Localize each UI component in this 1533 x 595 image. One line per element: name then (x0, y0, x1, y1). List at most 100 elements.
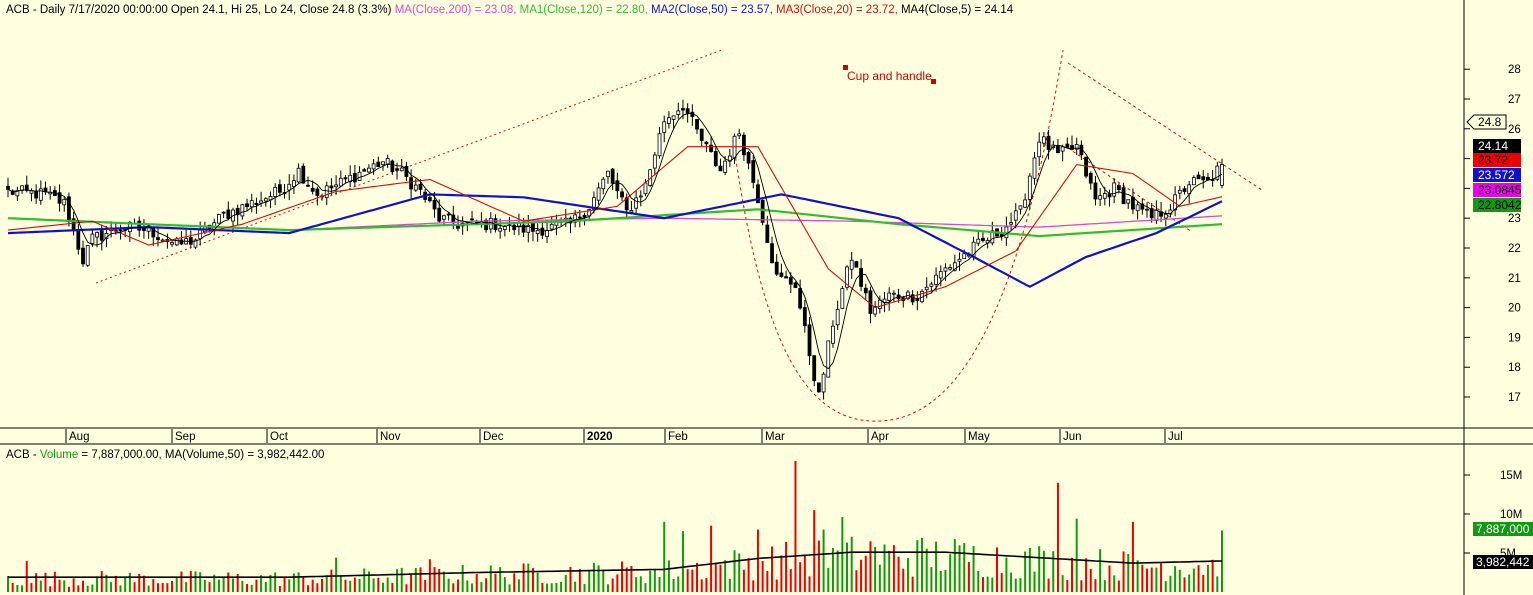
volume-bar (799, 562, 802, 592)
candle (324, 181, 329, 206)
candle-body (381, 161, 385, 165)
volume-bar (414, 567, 417, 592)
candle-body (704, 141, 709, 145)
candle-body (57, 192, 62, 204)
volume-bar (185, 582, 188, 592)
candle (498, 218, 503, 239)
price-tick-label: 20 (1508, 303, 1521, 315)
volume-bar (1108, 565, 1111, 592)
volume-bar (1164, 581, 1167, 592)
candle-body (1070, 145, 1074, 150)
candle (1112, 178, 1117, 204)
volume-bar (96, 577, 99, 592)
candle (85, 245, 90, 267)
month-label: Feb (668, 431, 688, 443)
volume-bar (686, 569, 689, 592)
volume-bar (363, 568, 366, 592)
volume-bar (747, 558, 750, 592)
volume-bar (836, 550, 839, 592)
candle (793, 281, 798, 289)
candle-body (863, 287, 868, 294)
ma5-line (7, 112, 1223, 370)
volume-bar (306, 585, 309, 592)
volume-tag-label: 3,982,442 (1476, 555, 1530, 569)
candle-body (1116, 185, 1121, 190)
candle-body (910, 294, 915, 303)
candle-body (249, 200, 254, 208)
candle (235, 204, 240, 225)
volume-bar (756, 529, 759, 592)
volume-bar (977, 570, 980, 592)
price-tag-label: 23.0845 (1478, 183, 1522, 197)
volume-bar (1160, 563, 1163, 592)
candle-body (235, 207, 240, 216)
candle (821, 371, 826, 400)
volume-bar (1052, 551, 1055, 592)
candle (170, 239, 174, 247)
annotation-marker-end (931, 79, 936, 84)
candle-body (1046, 135, 1051, 150)
candle-body (540, 227, 545, 236)
candle-body (385, 158, 390, 165)
volume-bar (700, 579, 703, 592)
volume-bar (564, 574, 567, 592)
volume-bar (639, 576, 642, 592)
candle-body (1140, 203, 1145, 210)
volume-bar (986, 576, 989, 592)
volume-bar (869, 541, 872, 592)
volume-bar (663, 521, 666, 592)
candle-body (826, 340, 831, 378)
volume-bar (710, 525, 713, 592)
volume-bar (546, 583, 549, 592)
candle-body (1154, 209, 1159, 221)
volume-bar (260, 575, 263, 592)
volume-bar (677, 576, 680, 592)
price-tick-label: 28 (1508, 64, 1521, 76)
candle-body (601, 178, 606, 190)
volume-bar (921, 537, 924, 592)
candle-body (671, 115, 676, 120)
candle (770, 236, 774, 264)
candle-body (306, 184, 310, 187)
candle (807, 317, 812, 366)
volume-bar (1174, 566, 1177, 592)
volume-bar (471, 583, 474, 592)
candle-body (723, 160, 728, 173)
volume-bar (714, 564, 717, 592)
candle-body (765, 224, 770, 244)
volume-bar (161, 582, 164, 592)
candle-body (821, 373, 826, 393)
volume-bar (189, 571, 192, 592)
volume-bar (217, 579, 220, 592)
volume-bar (536, 572, 539, 592)
volume-bar (311, 579, 314, 592)
volume-bar (1206, 564, 1209, 592)
candle (526, 214, 531, 243)
header-ma20: MA3(Close,20) = 23.72, (773, 4, 898, 16)
candle-body (1065, 143, 1070, 148)
candle-body (676, 110, 681, 115)
candle (596, 182, 601, 205)
volume-bar (325, 575, 328, 592)
ma50-line (7, 193, 1223, 288)
candle-body (709, 144, 713, 152)
candle (802, 300, 807, 333)
candle-body (718, 165, 723, 172)
volume-bar (892, 545, 895, 592)
candle-body (962, 253, 967, 260)
candle (1149, 202, 1154, 223)
price-tick-label: 22 (1508, 243, 1521, 255)
candle-body (1196, 174, 1201, 180)
candle-body (606, 170, 610, 178)
annotation-marker-start (843, 65, 848, 70)
candle-body (296, 167, 301, 183)
candle (849, 251, 854, 279)
volume-bar (138, 573, 141, 592)
candle (835, 300, 840, 330)
candle-body (545, 229, 549, 237)
candle (723, 156, 728, 176)
volume-bar (883, 544, 886, 592)
candle (296, 163, 301, 184)
